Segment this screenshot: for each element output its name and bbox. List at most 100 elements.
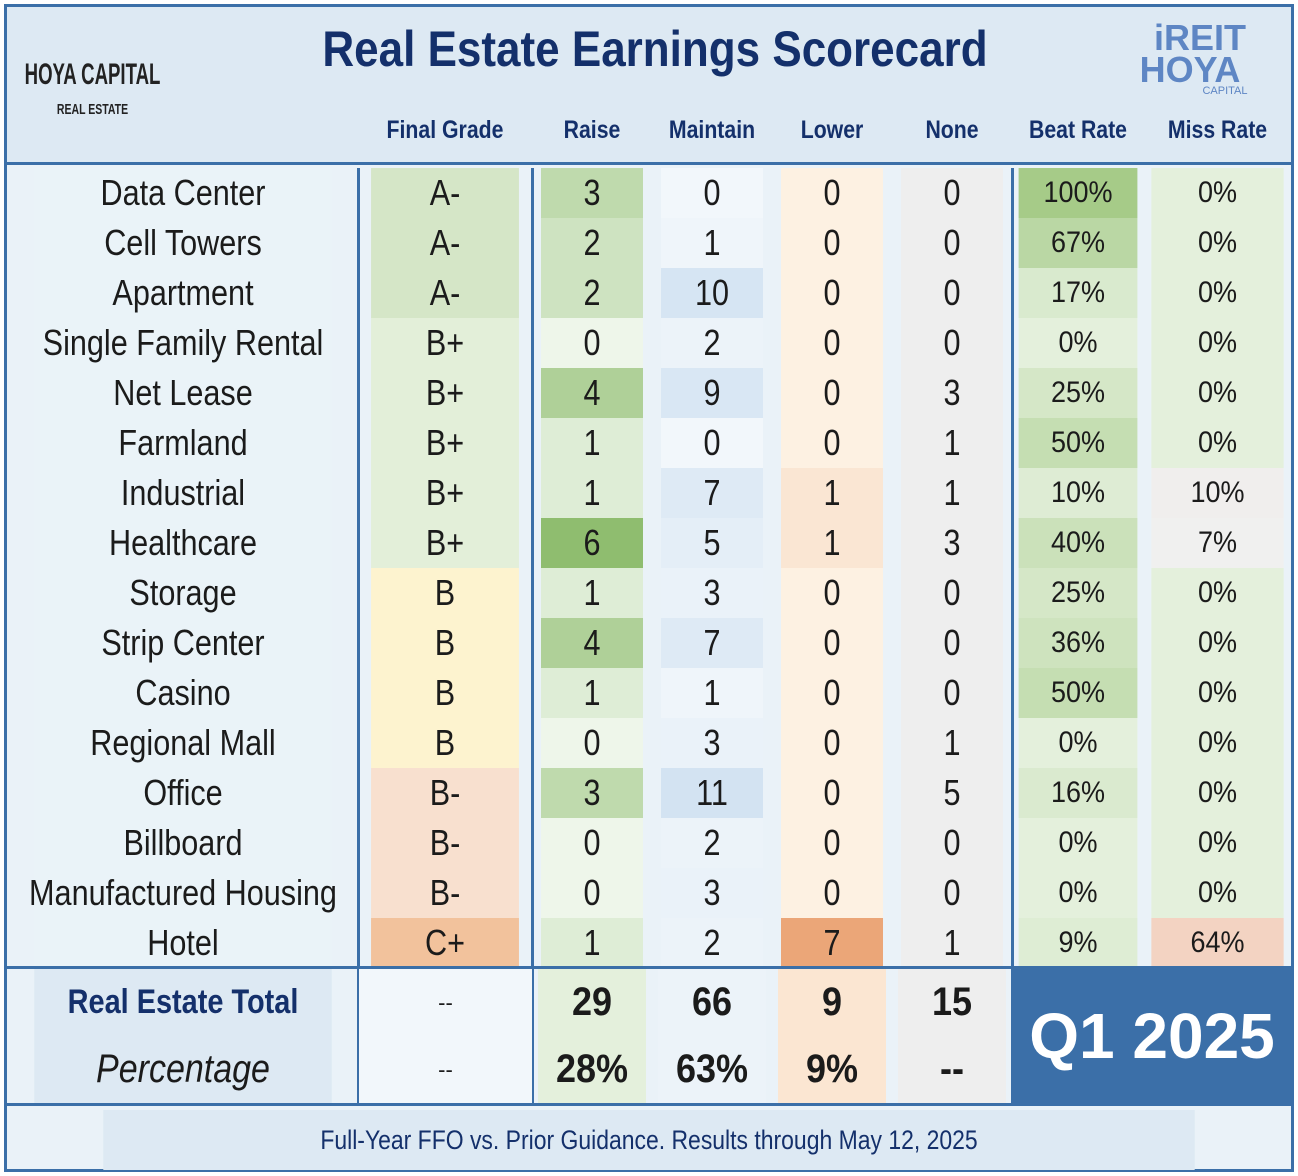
cell-none: 0 <box>901 318 1003 368</box>
cell-none: 0 <box>901 268 1003 318</box>
row-label: Farmland <box>34 418 332 468</box>
cell-raise: 2 <box>541 268 643 318</box>
cell-miss: 0% <box>1151 218 1284 268</box>
cell-beat: 50% <box>1018 418 1138 468</box>
cell-beat: 36% <box>1018 618 1138 668</box>
cell-lower: 0 <box>781 718 883 768</box>
cell-raise: 2 <box>541 218 643 268</box>
cell-miss: 10% <box>1151 468 1284 518</box>
divider <box>357 168 360 1103</box>
cell-miss: 64% <box>1151 918 1284 968</box>
grade: A- <box>371 168 519 218</box>
cell-none: 0 <box>901 868 1003 918</box>
cell-none: 3 <box>901 368 1003 418</box>
cell-maintain: 3 <box>661 568 763 618</box>
footer-line <box>7 1103 1291 1106</box>
cell-lower: 1 <box>781 468 883 518</box>
total-raise: 29 <box>538 969 646 1036</box>
grade: B+ <box>371 518 519 568</box>
grade: A- <box>371 218 519 268</box>
row-label: Cell Towers <box>34 218 332 268</box>
cell-beat: 16% <box>1018 768 1138 818</box>
cell-none: 3 <box>901 518 1003 568</box>
cell-none: 1 <box>901 468 1003 518</box>
cell-raise: 1 <box>541 568 643 618</box>
grade: B+ <box>371 418 519 468</box>
column-header: Final Grade <box>386 115 504 144</box>
total-lower: 9% <box>778 1036 886 1103</box>
cell-lower: 0 <box>781 568 883 618</box>
cell-maintain: 3 <box>661 718 763 768</box>
cell-beat: 0% <box>1018 818 1138 868</box>
header-bg <box>7 7 1291 165</box>
grade: B+ <box>371 368 519 418</box>
logo-left: HOYA CAPITAL <box>24 58 161 91</box>
total-none: 15 <box>898 969 1006 1036</box>
logo-left-sub: REAL ESTATE <box>56 100 129 118</box>
cell-maintain: 3 <box>661 868 763 918</box>
column-header: Maintain <box>668 115 756 144</box>
cell-beat: 25% <box>1018 568 1138 618</box>
cell-miss: 0% <box>1151 768 1284 818</box>
cell-maintain: 5 <box>661 518 763 568</box>
row-label: Strip Center <box>34 618 332 668</box>
row-label: Single Family Rental <box>34 318 332 368</box>
cell-raise: 1 <box>541 668 643 718</box>
total-lower: 9 <box>778 969 886 1036</box>
cell-raise: 1 <box>541 418 643 468</box>
cell-raise: 0 <box>541 718 643 768</box>
cell-raise: 3 <box>541 768 643 818</box>
cell-lower: 0 <box>781 868 883 918</box>
row-label: Manufactured Housing <box>29 868 337 918</box>
cell-maintain: 11 <box>661 768 763 818</box>
total-label: Real Estate Total <box>34 969 332 1036</box>
row-label: Casino <box>34 668 332 718</box>
cell-maintain: 9 <box>661 368 763 418</box>
cell-lower: 0 <box>781 168 883 218</box>
row-label: Hotel <box>34 918 332 968</box>
cell-raise: 1 <box>541 918 643 968</box>
cell-none: 0 <box>901 218 1003 268</box>
cell-none: 0 <box>901 168 1003 218</box>
cell-maintain: 10 <box>661 268 763 318</box>
cell-miss: 0% <box>1151 418 1284 468</box>
grade: B <box>371 618 519 668</box>
total-none: -- <box>898 1036 1006 1103</box>
logo-right-sub: CAPITAL <box>1202 85 1248 97</box>
column-header: None <box>925 115 979 144</box>
cell-miss: 0% <box>1151 618 1284 668</box>
grade: A- <box>371 268 519 318</box>
row-label: Healthcare <box>34 518 332 568</box>
total-maintain: 63% <box>658 1036 766 1103</box>
divider <box>7 966 1291 969</box>
cell-beat: 10% <box>1018 468 1138 518</box>
grade: B- <box>371 768 519 818</box>
cell-miss: 0% <box>1151 818 1284 868</box>
cell-miss: 0% <box>1151 318 1284 368</box>
grade: B <box>371 668 519 718</box>
cell-none: 0 <box>901 618 1003 668</box>
cell-maintain: 2 <box>661 918 763 968</box>
cell-beat: 0% <box>1018 868 1138 918</box>
cell-raise: 4 <box>541 368 643 418</box>
cell-none: 1 <box>901 418 1003 468</box>
cell-maintain: 0 <box>661 418 763 468</box>
cell-miss: 0% <box>1151 668 1284 718</box>
cell-raise: 3 <box>541 168 643 218</box>
cell-beat: 100% <box>1018 168 1138 218</box>
cell-lower: 0 <box>781 268 883 318</box>
grade: B <box>371 568 519 618</box>
cell-raise: 0 <box>541 318 643 368</box>
row-label: Data Center <box>34 168 332 218</box>
total-raise: 28% <box>538 1036 646 1103</box>
cell-miss: 0% <box>1151 268 1284 318</box>
cell-lower: 0 <box>781 818 883 868</box>
cell-raise: 4 <box>541 618 643 668</box>
cell-raise: 6 <box>541 518 643 568</box>
cell-lower: 1 <box>781 518 883 568</box>
cell-raise: 1 <box>541 468 643 518</box>
cell-maintain: 1 <box>661 218 763 268</box>
cell-beat: 25% <box>1018 368 1138 418</box>
cell-beat: 9% <box>1018 918 1138 968</box>
